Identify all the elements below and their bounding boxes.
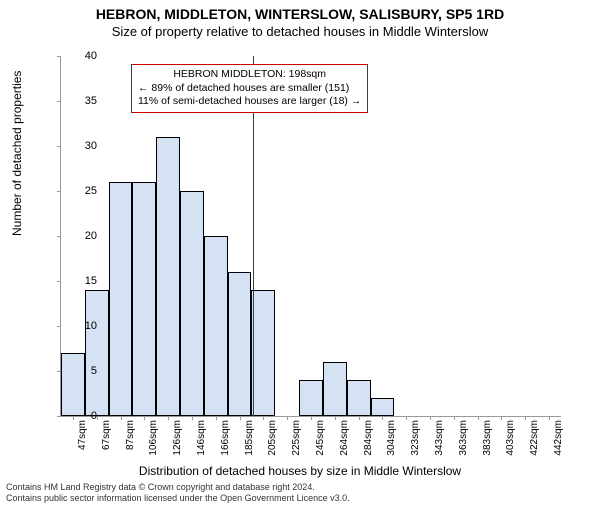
xtick-mark [287,416,288,420]
xtick-mark [478,416,479,420]
y-axis-label: Number of detached properties [10,71,24,236]
xtick-label: 403sqm [505,420,516,456]
xtick-label: 442sqm [553,420,564,456]
annotation-line: HEBRON MIDDLETON: 198sqm [138,68,361,82]
ytick-label: 40 [47,50,97,62]
xtick-label: 422sqm [529,420,540,456]
xtick-mark [335,416,336,420]
xtick-label: 47sqm [77,420,88,450]
annotation-line: 11% of semi-detached houses are larger (… [138,95,361,109]
chart-title: HEBRON, MIDDLETON, WINTERSLOW, SALISBURY… [0,6,600,22]
xtick-mark [406,416,407,420]
histogram-bar [347,380,371,416]
xtick-label: 343sqm [434,420,445,456]
ytick-label: 0 [47,410,97,422]
xtick-mark [192,416,193,420]
xtick-label: 205sqm [267,420,278,456]
histogram-bar [156,137,180,416]
xtick-label: 87sqm [125,420,136,450]
xtick-mark [240,416,241,420]
xtick-label: 323sqm [410,420,421,456]
xtick-label: 185sqm [244,420,255,456]
histogram-bar [132,182,156,416]
xtick-mark [121,416,122,420]
xtick-label: 304sqm [386,420,397,456]
histogram-bar [323,362,347,416]
xtick-label: 166sqm [220,420,231,456]
chart-area: 47sqm67sqm87sqm106sqm126sqm146sqm166sqm1… [60,56,560,416]
annotation-line: ← 89% of detached houses are smaller (15… [138,82,361,96]
attribution-line-2: Contains public sector information licen… [6,493,350,504]
histogram-bar [204,236,228,416]
ytick-label: 25 [47,185,97,197]
xtick-mark [382,416,383,420]
attribution-line-1: Contains HM Land Registry data © Crown c… [6,482,350,493]
xtick-label: 383sqm [482,420,493,456]
xtick-mark [168,416,169,420]
ytick-label: 20 [47,230,97,242]
xtick-label: 106sqm [148,420,159,456]
ytick-label: 15 [47,275,97,287]
xtick-label: 284sqm [363,420,374,456]
xtick-mark [430,416,431,420]
histogram-bar [85,290,109,416]
xtick-mark [359,416,360,420]
ytick-label: 5 [47,365,97,377]
attribution: Contains HM Land Registry data © Crown c… [6,482,350,504]
histogram-bar [251,290,275,416]
xtick-label: 225sqm [291,420,302,456]
xtick-mark [311,416,312,420]
xtick-mark [216,416,217,420]
xtick-mark [549,416,550,420]
xtick-label: 67sqm [101,420,112,450]
xtick-mark [501,416,502,420]
plot-area: 47sqm67sqm87sqm106sqm126sqm146sqm166sqm1… [60,56,561,417]
xtick-mark [144,416,145,420]
annotation-box: HEBRON MIDDLETON: 198sqm← 89% of detache… [131,64,368,113]
x-axis-label: Distribution of detached houses by size … [0,464,600,478]
xtick-label: 126sqm [172,420,183,456]
xtick-label: 264sqm [339,420,350,456]
ytick-label: 10 [47,320,97,332]
xtick-label: 146sqm [196,420,207,456]
histogram-bar [228,272,252,416]
xtick-label: 363sqm [458,420,469,456]
ytick-label: 35 [47,95,97,107]
histogram-bar [61,353,85,416]
histogram-bar [299,380,323,416]
histogram-bar [109,182,133,416]
xtick-mark [525,416,526,420]
xtick-mark [454,416,455,420]
histogram-bar [180,191,204,416]
histogram-bar [371,398,395,416]
ytick-label: 30 [47,140,97,152]
xtick-mark [263,416,264,420]
xtick-label: 245sqm [315,420,326,456]
chart-subtitle: Size of property relative to detached ho… [0,24,600,39]
